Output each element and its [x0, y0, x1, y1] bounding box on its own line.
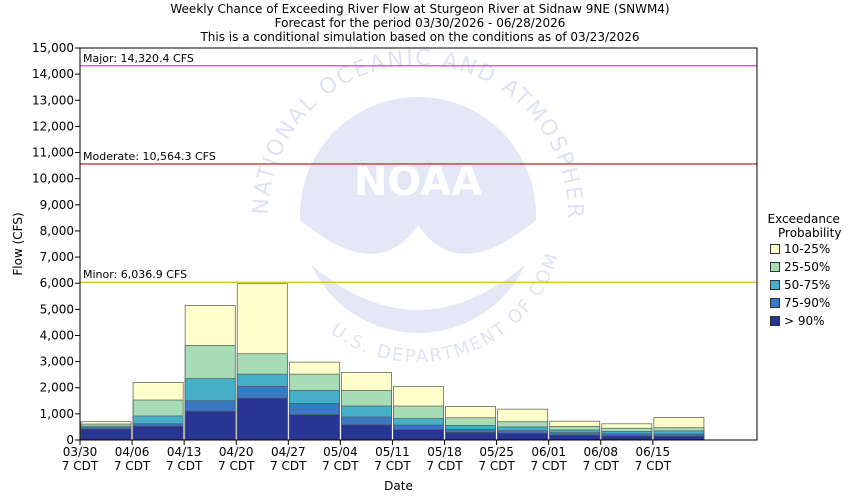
x-tick-label-date: 04/06	[115, 445, 150, 459]
legend-swatch	[770, 316, 780, 326]
bar-segment	[497, 432, 549, 441]
x-tick-label-time: 7 CDT	[62, 459, 99, 473]
watermark-emblem	[300, 97, 536, 333]
x-tick-label-date: 06/15	[636, 445, 671, 459]
legend-title-1: Exceedance	[767, 212, 840, 226]
x-tick-label-date: 05/25	[479, 445, 514, 459]
x-tick-label-date: 04/20	[219, 445, 254, 459]
legend-item: > 90%	[766, 312, 841, 330]
legend-label: 25-50%	[784, 260, 831, 274]
legend-item: 25-50%	[766, 258, 841, 276]
x-tick-label-date: 05/04	[323, 445, 358, 459]
bar-segment	[184, 410, 236, 441]
legend: Exceedance Probability 10-25% 25-50% 50-75…	[766, 212, 842, 330]
y-tick-label: 8,000	[40, 224, 74, 238]
legend-label: 50-75%	[784, 278, 831, 292]
legend-title-2: Probability	[778, 226, 842, 240]
y-tick-label: 0	[66, 433, 74, 447]
bar-segment	[236, 397, 288, 441]
plot-frame	[79, 47, 758, 441]
threshold-label: Minor: 6,036.9 CFS	[83, 268, 187, 281]
legend-label: 10-25%	[784, 242, 831, 256]
x-tick-label-time: 7 CDT	[374, 459, 411, 473]
y-tick-label: 13,000	[32, 93, 74, 107]
x-tick-label-date: 04/13	[167, 445, 202, 459]
x-tick-label-time: 7 CDT	[270, 459, 307, 473]
y-tick-label: 3,000	[40, 355, 74, 369]
y-tick-label: 2,000	[40, 381, 74, 395]
y-axis-label: Flow (CFS)	[11, 212, 25, 275]
bar-segment	[341, 424, 392, 441]
y-tick-label: 6,000	[40, 276, 74, 290]
legend-label: > 90%	[784, 314, 825, 328]
y-tick-label: 14,000	[32, 67, 74, 81]
legend-item: 50-75%	[766, 276, 841, 294]
x-tick-label-time: 7 CDT	[583, 459, 620, 473]
legend-swatch	[770, 262, 780, 272]
bar-segment	[601, 435, 653, 441]
watermark-gull	[300, 220, 536, 310]
x-tick-label-time: 7 CDT	[478, 459, 515, 473]
chart-subtitle-period: Forecast for the period 03/30/2026 - 06/…	[274, 16, 566, 30]
legend-swatch	[770, 298, 780, 308]
x-tick-label-time: 7 CDT	[635, 459, 672, 473]
chart-subtitle-conditions: This is a conditional simulation based o…	[200, 30, 640, 44]
legend-item: 75-90%	[766, 294, 841, 312]
y-tick-label: 10,000	[32, 172, 74, 186]
bar-segment	[549, 434, 601, 441]
threshold-label: Major: 14,320.4 CFS	[83, 52, 194, 65]
bar-segment	[80, 428, 132, 441]
y-tick-label: 12,000	[32, 119, 74, 133]
x-tick-label-time: 7 CDT	[166, 459, 203, 473]
y-tick-label: 15,000	[32, 41, 74, 55]
legend-item: 10-25%	[766, 240, 841, 258]
x-tick-label-date: 05/11	[375, 445, 410, 459]
x-tick-label-time: 7 CDT	[322, 459, 359, 473]
x-tick-label-date: 04/27	[271, 445, 306, 459]
x-tick-label-time: 7 CDT	[530, 459, 567, 473]
x-tick-label-date: 03/30	[63, 445, 98, 459]
bar-segment	[132, 425, 184, 441]
x-tick-label-time: 7 CDT	[218, 459, 255, 473]
y-tick-label: 7,000	[40, 250, 74, 264]
x-axis-label: Date	[384, 479, 413, 493]
x-tick-label-date: 06/08	[583, 445, 618, 459]
y-tick-label: 4,000	[40, 328, 74, 342]
legend-swatch	[770, 244, 780, 254]
bar-segment	[445, 432, 496, 441]
x-tick-label-date: 05/18	[427, 445, 462, 459]
watermark-abbrev: NOAA	[354, 159, 482, 205]
threshold-label: Moderate: 10,564.3 CFS	[83, 150, 216, 163]
y-tick-label: 11,000	[32, 146, 74, 160]
x-tick-label-time: 7 CDT	[426, 459, 463, 473]
bar-segment	[393, 429, 444, 441]
bar-segment	[288, 414, 340, 441]
y-tick-label: 9,000	[40, 198, 74, 212]
x-tick-label-time: 7 CDT	[114, 459, 151, 473]
x-tick-label-date: 06/01	[531, 445, 566, 459]
bar-segment	[653, 435, 705, 441]
chart-title: Weekly Chance of Exceeding River Flow at…	[170, 2, 670, 16]
legend-label: 75-90%	[784, 296, 831, 310]
y-tick-label: 5,000	[40, 302, 74, 316]
legend-swatch	[770, 280, 780, 290]
y-tick-label: 1,000	[40, 407, 74, 421]
